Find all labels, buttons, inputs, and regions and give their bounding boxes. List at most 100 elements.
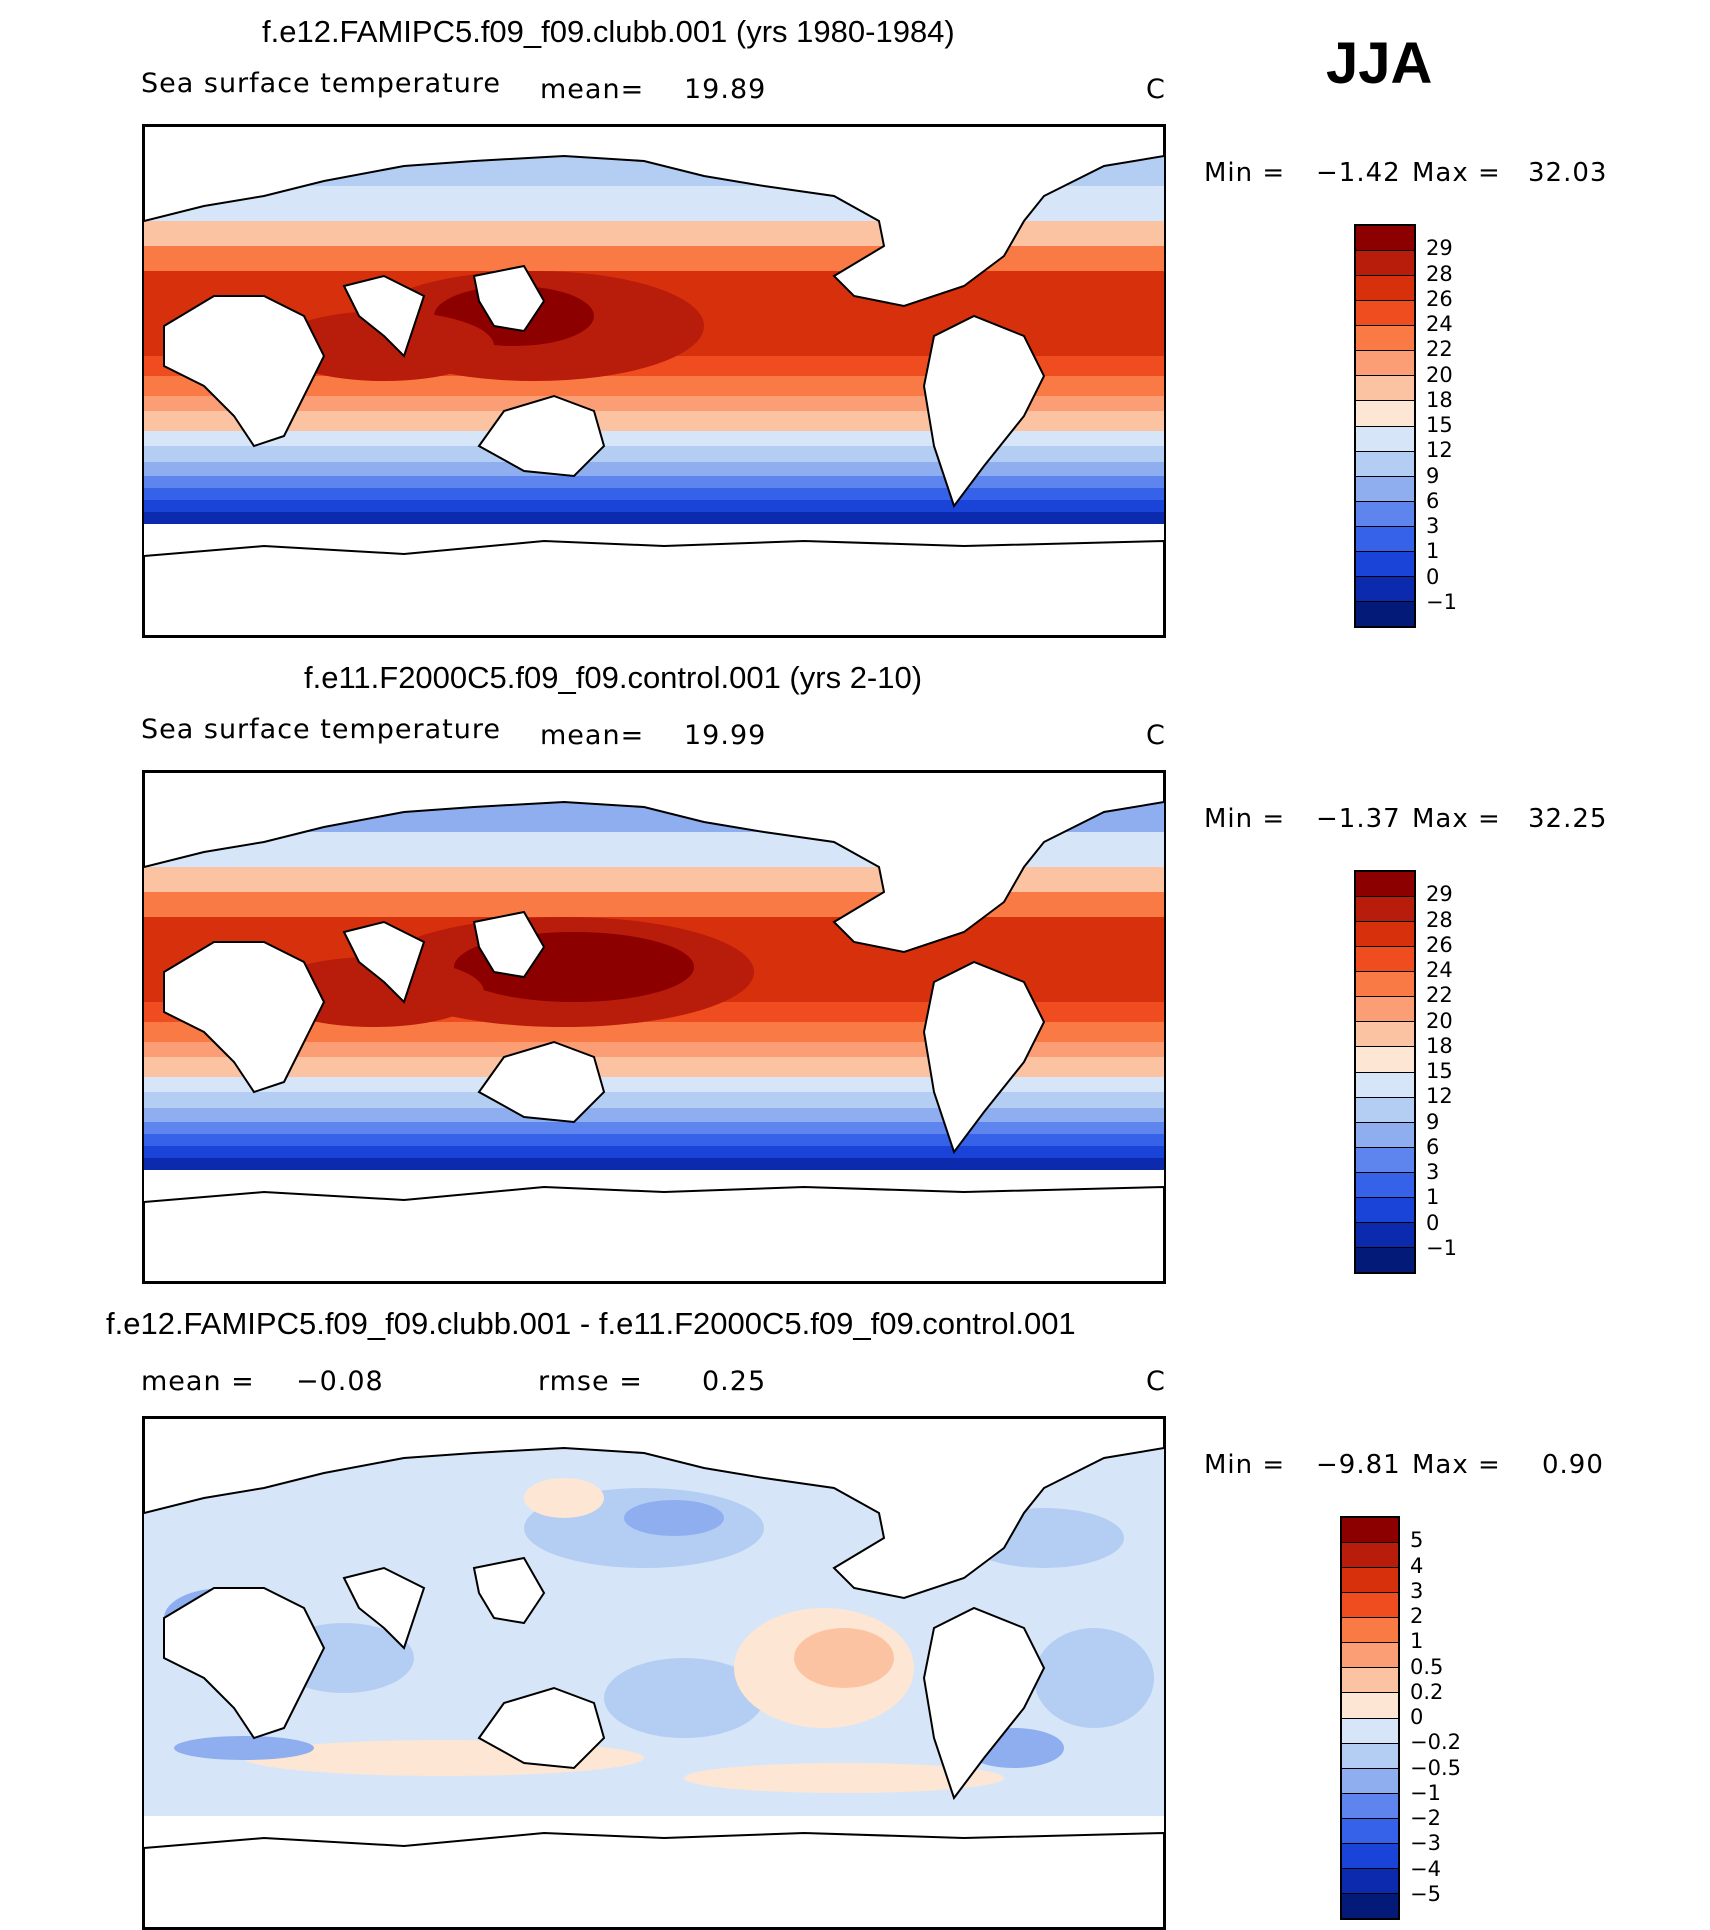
panel-3-rmse-value: 0.25 [702,1366,767,1397]
panel-3-max-value: 0.90 [1542,1450,1604,1480]
colorbar-tick-label: 0.5 [1410,1654,1444,1679]
colorbar-tick-label: −0.5 [1410,1755,1461,1780]
panel-1-max-label: Max = [1412,158,1501,188]
panel-2-title: f.e11.F2000C5.f09_f09.control.001 (yrs 2… [304,660,923,695]
panel-3-min-value: −9.81 [1316,1450,1401,1480]
colorbar-swatch [1356,1172,1414,1198]
panel-2-mean-label: mean= [540,720,645,751]
panel-1-max-value: 32.03 [1528,158,1608,188]
panel-1-map-svg [144,126,1164,636]
colorbar-swatch [1356,526,1414,552]
panel-1-mean-label: mean= [540,74,645,105]
panel-3-map [142,1416,1166,1930]
colorbar-swatch [1356,451,1414,477]
colorbar-swatch [1356,426,1414,452]
colorbar-swatch [1356,601,1414,626]
colorbar-tick-label: 3 [1426,514,1440,538]
colorbar-swatch [1342,1793,1398,1819]
colorbar-tick-label: 0 [1426,1210,1440,1235]
colorbar-swatch [1342,1643,1398,1669]
colorbar-swatch [1356,326,1414,352]
colorbar-tick-label: 4 [1410,1553,1424,1578]
panel-2-max-value: 32.25 [1528,804,1608,834]
colorbar-swatch [1356,947,1414,973]
panel-1-field-label: Sea surface temperature [141,68,501,99]
colorbar-swatch [1342,1543,1398,1569]
colorbar-tick-label: −1 [1426,589,1457,614]
colorbar-swatch [1356,1222,1414,1248]
colorbar-swatch [1342,1693,1398,1719]
panel-2-field-label: Sea surface temperature [141,714,501,745]
colorbar-swatch [1342,1718,1398,1744]
panel-1-mean-value: 19.89 [684,74,767,105]
panel-2-colorbar [1354,870,1416,1274]
panel-1-title: f.e12.FAMIPC5.f09_f09.clubb.001 (yrs 198… [262,14,955,49]
colorbar-tick-label: 1 [1426,1185,1440,1210]
colorbar-swatch [1342,1618,1398,1644]
colorbar-tick-label: −1 [1410,1780,1441,1805]
colorbar-tick-label: 20 [1426,1008,1453,1033]
colorbar-swatch [1342,1893,1398,1918]
colorbar-swatch [1356,576,1414,602]
colorbar-tick-label: 9 [1426,1109,1440,1134]
colorbar-swatch [1356,551,1414,577]
colorbar-tick-label: 6 [1426,1134,1440,1159]
colorbar-tick-label: 12 [1426,438,1453,463]
colorbar-swatch [1342,1768,1398,1794]
colorbar-tick-label: 28 [1426,907,1453,932]
colorbar-swatch [1356,1022,1414,1048]
colorbar-tick-label: 9 [1426,463,1440,488]
panel-2-units: C [1146,720,1166,751]
colorbar-tick-label: −1 [1426,1235,1457,1260]
panel-2-map [142,770,1166,1284]
colorbar-tick-label: 3 [1426,1160,1440,1184]
panel-2-map-svg [144,772,1164,1282]
colorbar-tick-label: 29 [1426,882,1453,907]
colorbar-tick-label: 20 [1426,362,1453,387]
colorbar-tick-label: 3 [1410,1578,1424,1603]
colorbar-swatch [1342,1743,1398,1769]
panel-3-max-label: Max = [1412,1450,1501,1480]
colorbar-tick-label: 24 [1426,312,1453,336]
colorbar-tick-label: 1 [1426,539,1440,564]
colorbar-swatch [1356,226,1414,252]
panel-2-max-label: Max = [1412,804,1501,834]
colorbar-swatch [1356,301,1414,327]
panel-3-rmse-label: rmse = [538,1366,643,1397]
colorbar-swatch [1342,1668,1398,1694]
colorbar-swatch [1356,897,1414,923]
colorbar-tick-label: −0.2 [1410,1730,1461,1755]
colorbar-tick-label: 18 [1426,1033,1453,1058]
colorbar-swatch [1342,1818,1398,1844]
colorbar-tick-label: 15 [1426,413,1453,437]
colorbar-swatch [1356,351,1414,377]
colorbar-tick-label: 1 [1410,1629,1424,1654]
panel-3-min-label: Min = [1204,1450,1286,1480]
colorbar-swatch [1356,972,1414,998]
panel-1-map [142,124,1166,638]
colorbar-tick-label: 26 [1426,932,1453,957]
season-label: JJA [1326,31,1433,96]
colorbar-swatch [1356,922,1414,948]
panel-1-min-value: −1.42 [1316,158,1401,188]
colorbar-tick-label: −2 [1410,1806,1441,1830]
colorbar-tick-label: 2 [1410,1604,1424,1628]
colorbar-swatch [1342,1868,1398,1894]
colorbar-swatch [1356,1147,1414,1173]
colorbar-tick-label: 6 [1426,488,1440,513]
panel-1-min-label: Min = [1204,158,1286,188]
colorbar-swatch [1356,251,1414,277]
colorbar-tick-label: 24 [1426,958,1453,982]
colorbar-swatch [1342,1568,1398,1594]
panel-2-mean-value: 19.99 [684,720,767,751]
panel-3-units: C [1146,1366,1166,1397]
colorbar-swatch [1356,997,1414,1023]
colorbar-tick-label: 26 [1426,286,1453,311]
colorbar-tick-label: 18 [1426,387,1453,412]
colorbar-tick-label: 0 [1410,1705,1424,1729]
colorbar-swatch [1356,872,1414,898]
colorbar-tick-label: −4 [1410,1856,1441,1881]
colorbar-tick-label: 29 [1426,236,1453,261]
colorbar-tick-label: 12 [1426,1084,1453,1109]
colorbar-tick-label: 22 [1426,337,1453,362]
